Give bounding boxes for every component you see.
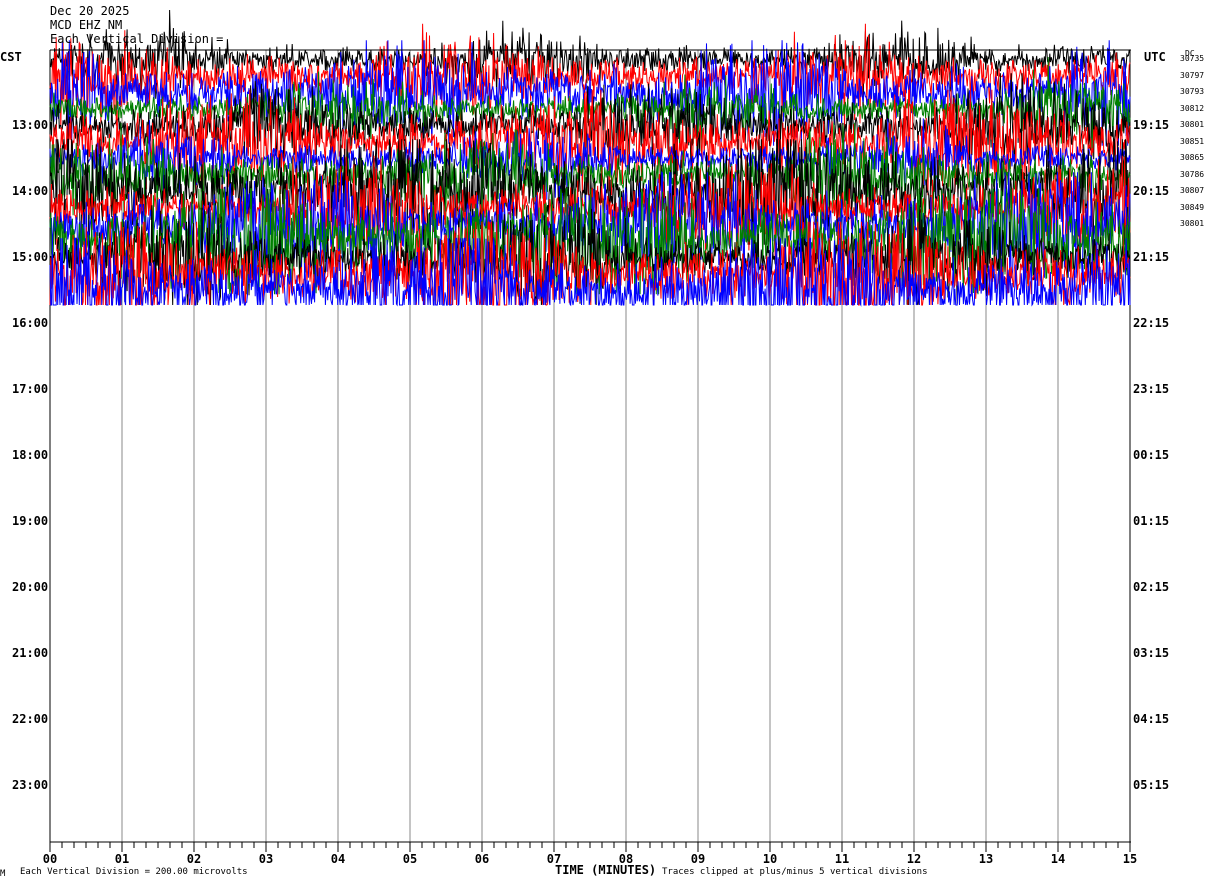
cst-hour-label: 19:00 bbox=[12, 514, 49, 528]
dc-offset-label: 30865 bbox=[1180, 153, 1205, 162]
trace-12 bbox=[49, 188, 1131, 296]
cst-hour-label: 21:00 bbox=[12, 646, 49, 660]
trace-14 bbox=[49, 221, 1131, 306]
trace-7 bbox=[49, 118, 1131, 211]
x-axis-ticks bbox=[49, 842, 1131, 852]
x-tick-label: 13 bbox=[978, 852, 994, 866]
x-tick-label: 05 bbox=[402, 852, 418, 866]
x-tick-label: 07 bbox=[546, 852, 562, 866]
utc-hour-label: 23:15 bbox=[1133, 382, 1170, 396]
cst-hour-label: 13:00 bbox=[12, 118, 49, 132]
cst-hour-label: 23:00 bbox=[12, 778, 49, 792]
utc-hour-label: 22:15 bbox=[1133, 316, 1170, 330]
dc-offset-label: 30793 bbox=[1180, 87, 1205, 96]
x-tick-label: 14 bbox=[1050, 852, 1066, 866]
dc-offset-label: 30797 bbox=[1180, 70, 1205, 80]
utc-hour-label: 00:15 bbox=[1133, 448, 1170, 462]
x-tick-label: 11 bbox=[834, 852, 850, 866]
cst-hour-label: 16:00 bbox=[12, 316, 49, 330]
right-timezone: UTC bbox=[1144, 50, 1166, 64]
utc-hour-label: 05:15 bbox=[1133, 778, 1170, 792]
dc-offset-label: 30735 bbox=[1180, 54, 1205, 63]
x-tick-label: 03 bbox=[258, 852, 274, 866]
left-timezone: CST bbox=[0, 50, 22, 64]
dc-offset-label: 30812 bbox=[1180, 103, 1205, 113]
x-tick-label: 00 bbox=[42, 852, 58, 866]
cst-hour-label: 20:00 bbox=[12, 580, 49, 594]
cst-hour-label: 15:00 bbox=[12, 250, 49, 264]
scale-line: Each Vertical Division = bbox=[50, 32, 224, 46]
utc-hour-label: 02:15 bbox=[1133, 580, 1170, 594]
x-tick-label: 02 bbox=[186, 852, 202, 866]
trace-15 bbox=[49, 237, 1131, 307]
x-tick-label: 01 bbox=[114, 852, 130, 866]
dc-offset-label: 30849 bbox=[1180, 202, 1205, 212]
dc-offset-label: 30851 bbox=[1180, 136, 1205, 146]
division-scale-note: Each Vertical Division = 200.00 microvol… bbox=[20, 867, 248, 877]
cst-hour-label: 22:00 bbox=[12, 712, 49, 726]
utc-hour-label: 19:15 bbox=[1133, 118, 1170, 132]
x-tick-label: 15 bbox=[1122, 852, 1138, 866]
dc-offset-label: 30786 bbox=[1180, 169, 1205, 179]
dc-offset-label: 30801 bbox=[1180, 120, 1205, 129]
cst-hour-label: 18:00 bbox=[12, 448, 49, 462]
utc-hour-label: 03:15 bbox=[1133, 646, 1170, 660]
utc-hour-label: 01:15 bbox=[1133, 514, 1170, 528]
seismic-traces bbox=[49, 9, 1131, 307]
x-tick-label: 04 bbox=[330, 852, 346, 866]
dc-header: DC bbox=[1185, 49, 1195, 58]
trace-4 bbox=[49, 56, 1131, 157]
x-tick-label: 08 bbox=[618, 852, 634, 866]
dc-offset-label: 30807 bbox=[1180, 186, 1205, 195]
x-tick-label: 09 bbox=[690, 852, 706, 866]
x-tick-label: 10 bbox=[762, 852, 778, 866]
x-axis-title: TIME (MINUTES) bbox=[555, 863, 657, 877]
trace-6 bbox=[49, 89, 1131, 196]
dc-offset-label: 30801 bbox=[1180, 219, 1205, 228]
cst-hour-label: 14:00 bbox=[12, 184, 49, 198]
x-tick-label: 06 bbox=[474, 852, 490, 866]
utc-hour-label: 20:15 bbox=[1133, 184, 1170, 198]
record-date: Dec 20 2025 bbox=[50, 4, 130, 18]
utc-hour-label: 04:15 bbox=[1133, 712, 1170, 726]
utc-hour-label: 21:15 bbox=[1133, 250, 1170, 264]
clip-note: Traces clipped at plus/minus 5 vertical … bbox=[662, 867, 928, 877]
x-tick-label: 12 bbox=[906, 852, 922, 866]
corner-mark: M bbox=[0, 869, 6, 879]
trace-3 bbox=[49, 40, 1131, 146]
station-code: MCD EHZ NM bbox=[50, 18, 123, 32]
cst-hour-label: 17:00 bbox=[12, 382, 49, 396]
